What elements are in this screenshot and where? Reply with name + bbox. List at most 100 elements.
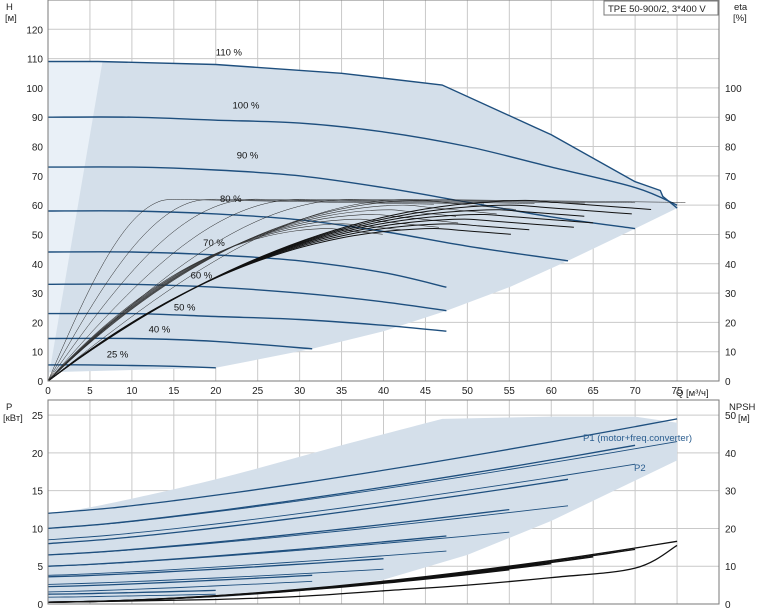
head-axis-unit: [м]	[5, 13, 17, 24]
head-tick-label: 60	[32, 201, 44, 212]
speed-curve-label: 50 %	[174, 303, 196, 314]
x-tick-label: 25	[252, 386, 264, 397]
npsh-curve-line	[47, 540, 678, 603]
p1-power-curve	[47, 589, 216, 595]
head-plot-frame	[47, 0, 720, 382]
efficiency-curve-line	[47, 204, 497, 382]
power-axis-unit: [кВт]	[3, 413, 23, 424]
p1-power-curve	[47, 444, 636, 530]
speed-curve-label: 60 %	[191, 270, 213, 281]
efficiency-curve-line	[47, 198, 485, 382]
head-operating-area	[48, 61, 678, 381]
efficiency-curve-line	[47, 199, 636, 382]
head-area-fill	[48, 61, 678, 373]
head-tick-label: 10	[32, 348, 44, 359]
x-tick-label: 55	[504, 386, 516, 397]
eta-tick-label: 30	[725, 289, 737, 300]
power-plot-frame	[47, 399, 720, 605]
npsh-axis-label: NPSH	[729, 402, 756, 413]
efficiency-curve-line	[47, 199, 686, 382]
chart-title: TPE 50-900/2, 3*400 V	[608, 4, 706, 15]
power-tick-label: 0	[37, 600, 43, 611]
speed-curve-label: 90 %	[237, 150, 259, 161]
x-tick-label: 30	[294, 386, 306, 397]
speed-curve-line	[47, 116, 678, 206]
x-tick-label: 60	[546, 386, 558, 397]
p2-power-curve	[47, 550, 447, 576]
speed-curve-line	[48, 60, 678, 209]
head-curves: 110 %100 %90 %80 %70 %60 %50 %40 %25 %	[47, 48, 686, 382]
eta-tick-label: 50	[725, 230, 737, 241]
eta-tick-label: 10	[725, 348, 737, 359]
x-tick-label: 5	[87, 386, 93, 397]
npsh-tick-label: 30	[725, 487, 737, 498]
p2-power-curve	[47, 580, 313, 593]
eta-tick-label: 90	[725, 113, 737, 124]
power-tick-label: 10	[32, 524, 44, 535]
head-tick-label: 20	[32, 318, 44, 329]
eta-axis-unit: [%]	[733, 13, 747, 24]
p2-power-curve	[47, 463, 636, 541]
x-tick-label: 20	[210, 386, 222, 397]
eta-tick-label: 0	[725, 377, 731, 388]
p2-power-curve	[47, 568, 384, 585]
npsh-tick-label: 10	[725, 562, 737, 573]
x-tick-label: 75	[672, 386, 684, 397]
power-axis-label: P	[6, 402, 12, 413]
p1-power-curve	[47, 478, 569, 545]
head-tick-label: 90	[32, 113, 44, 124]
x-tick-label: 0	[45, 386, 51, 397]
power-curves	[47, 418, 678, 603]
eta-tick-label: 80	[725, 143, 737, 154]
head-axis-label-top: H	[6, 2, 13, 13]
p1-power-curve	[47, 508, 510, 556]
head-tick-label: 110	[27, 55, 43, 66]
speed-curve-line	[47, 283, 447, 312]
head-tick-label: 50	[32, 230, 44, 241]
x-tick-label: 40	[378, 386, 390, 397]
head-tick-label: 100	[26, 84, 43, 95]
eta-tick-label: 60	[725, 201, 737, 212]
npsh-tick-label: 20	[725, 524, 737, 535]
power-tick-label: 20	[32, 449, 44, 460]
speed-curve-label: 100 %	[233, 100, 260, 111]
x-axis-label: Q [м³/ч]	[676, 388, 709, 399]
p2-annotation: P2	[634, 463, 646, 474]
power-tick-labels: 0 5 10 15 20 25 0 10 20 30 40 50	[32, 411, 737, 611]
efficiency-curve-line	[47, 199, 434, 382]
x-tick-label: 15	[168, 386, 180, 397]
npsh-tick-label: 50	[725, 411, 737, 422]
x-tick-label: 35	[336, 386, 348, 397]
speed-curve-line	[47, 166, 636, 230]
head-tick-label: 0	[37, 377, 43, 388]
eta-tick-label: 70	[725, 172, 737, 183]
head-tick-label: 30	[32, 289, 44, 300]
npsh-axis-unit: [м]	[738, 413, 750, 424]
npsh-tick-label: 40	[725, 449, 737, 460]
head-tick-labels: 0 5 10 15 20 25 30 35 40 45 50 55 60 65 70 75 0 10 20 30 40 5…	[26, 25, 742, 397]
efficiency-curve-line	[47, 198, 535, 382]
head-tick-label: 80	[32, 143, 44, 154]
p2-power-curve	[47, 593, 216, 598]
speed-curve-label: 110 %	[216, 48, 243, 59]
power-tick-label: 15	[32, 487, 44, 498]
eta-tick-label: 100	[725, 84, 742, 95]
x-tick-label: 10	[126, 386, 138, 397]
head-tick-label: 70	[32, 172, 44, 183]
power-panel: 0 5 10 15 20 25 0 10 20 30 40 50 P [кВт] NPSH [м] P…	[3, 399, 756, 611]
eta-axis-label: eta	[734, 2, 748, 13]
x-tick-label: 45	[420, 386, 432, 397]
power-tick-label: 25	[32, 411, 44, 422]
speed-curve-line	[47, 251, 447, 288]
x-tick-label: 65	[588, 386, 600, 397]
efficiency-curve-line	[47, 198, 585, 382]
speed-curve-line	[47, 337, 313, 350]
head-tick-label: 40	[32, 260, 44, 271]
speed-curve-label: 40 %	[149, 325, 171, 336]
power-tick-label: 5	[37, 562, 43, 573]
eta-tick-label: 20	[725, 318, 737, 329]
title-box	[603, 0, 719, 16]
npsh-curve-line	[47, 544, 678, 603]
